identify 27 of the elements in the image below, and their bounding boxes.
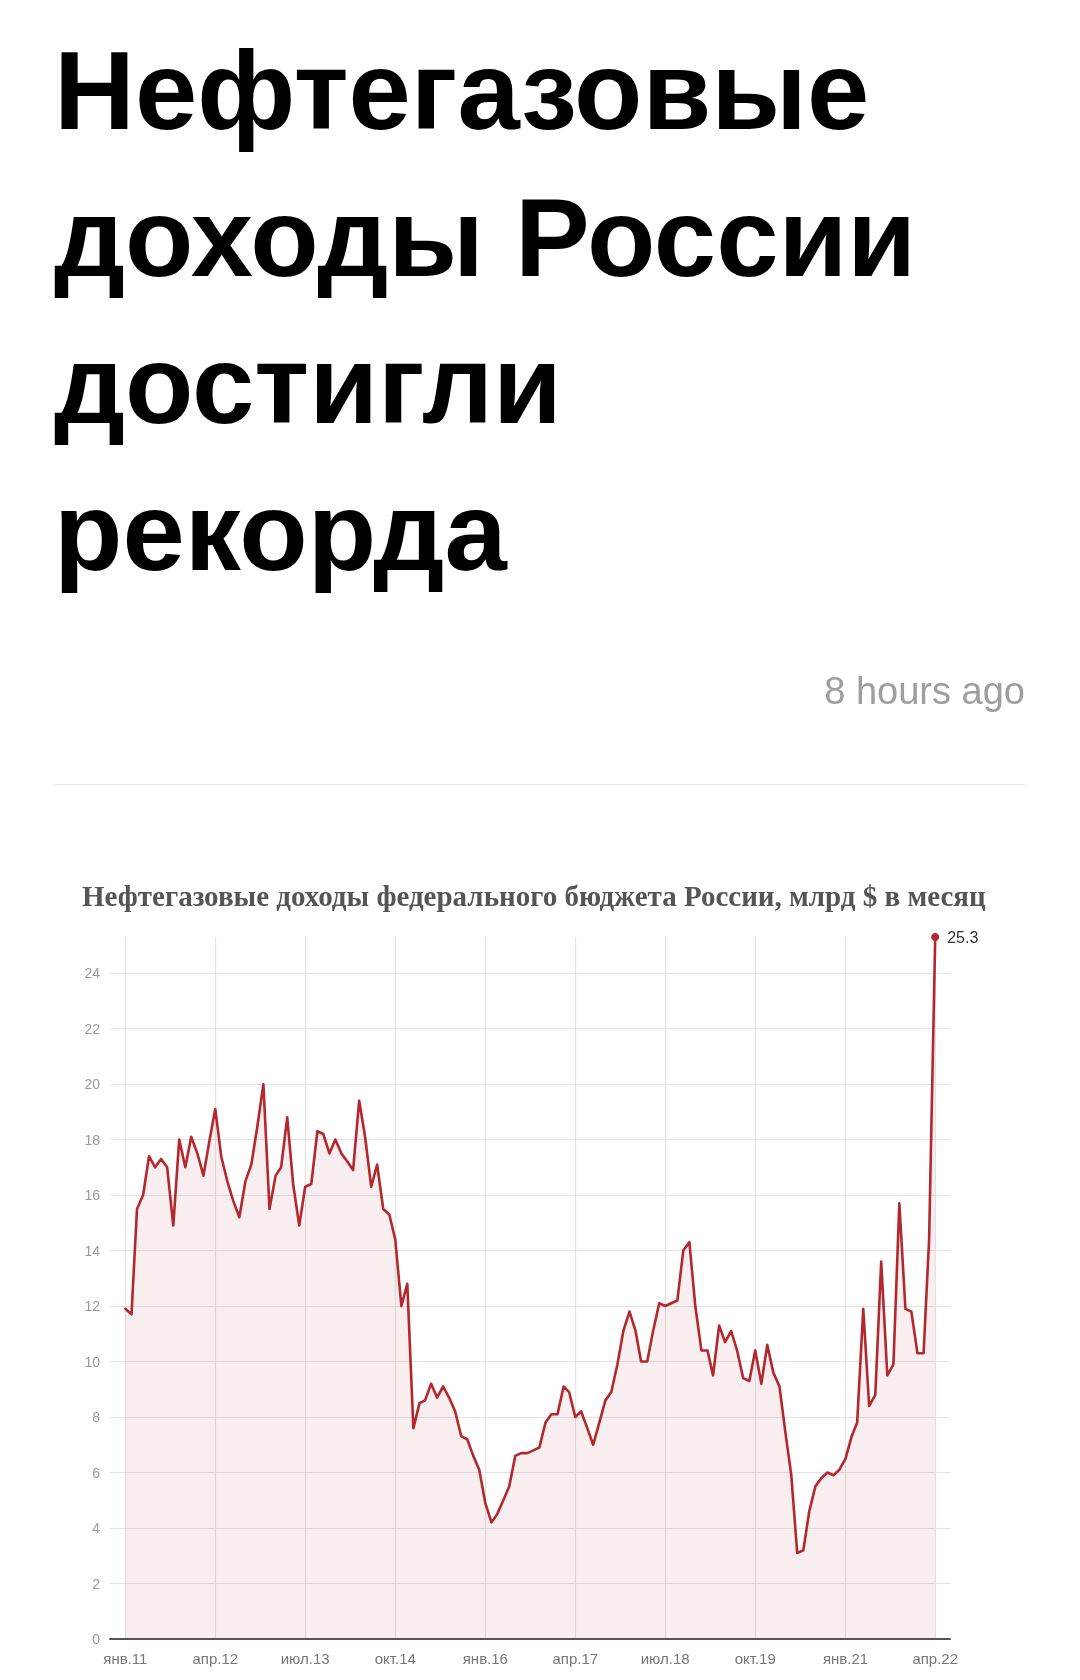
x-tick-label: янв.16 (462, 1650, 508, 1667)
y-tick-label: 12 (84, 1298, 101, 1315)
text: 8 hours ago (824, 670, 1025, 712)
y-tick-label: 16 (84, 1187, 101, 1204)
x-tick-label: янв.11 (103, 1650, 148, 1667)
x-tick-label: апр.22 (912, 1650, 959, 1667)
x-tick-label: окт.19 (734, 1650, 776, 1667)
y-tick-label: 8 (92, 1409, 101, 1426)
data-label: 25.3 (947, 928, 979, 946)
x-tick-label: янв.21 (822, 1650, 869, 1667)
chart-subtitle: Нефтегазовые доходы федерального бюджета России, млрд $ в месяц (82, 880, 986, 912)
y-tick-label: 2 (92, 1575, 101, 1592)
y-tick-label: 10 (84, 1353, 101, 1370)
chart-title: Нефтегазовые доходы России достигли рекорда (54, 27, 918, 596)
y-tick-label: 6 (92, 1464, 101, 1481)
y-tick-label: 0 (92, 1631, 101, 1647)
y-tick-label: 4 (92, 1520, 101, 1537)
x-tick-label: апр.12 (192, 1650, 239, 1667)
y-tick-label: 20 (84, 1076, 101, 1093)
y-tick-label: 18 (84, 1131, 101, 1148)
y-tick-label: 24 (84, 965, 101, 982)
x-tick-label: июл.18 (640, 1650, 690, 1667)
y-tick-label: 14 (84, 1242, 101, 1259)
x-tick-label: июл.13 (280, 1650, 330, 1667)
y-tick-label: 22 (84, 1020, 101, 1037)
x-tick-label: окт.14 (374, 1650, 416, 1667)
x-tick-label: апр.17 (552, 1650, 599, 1667)
